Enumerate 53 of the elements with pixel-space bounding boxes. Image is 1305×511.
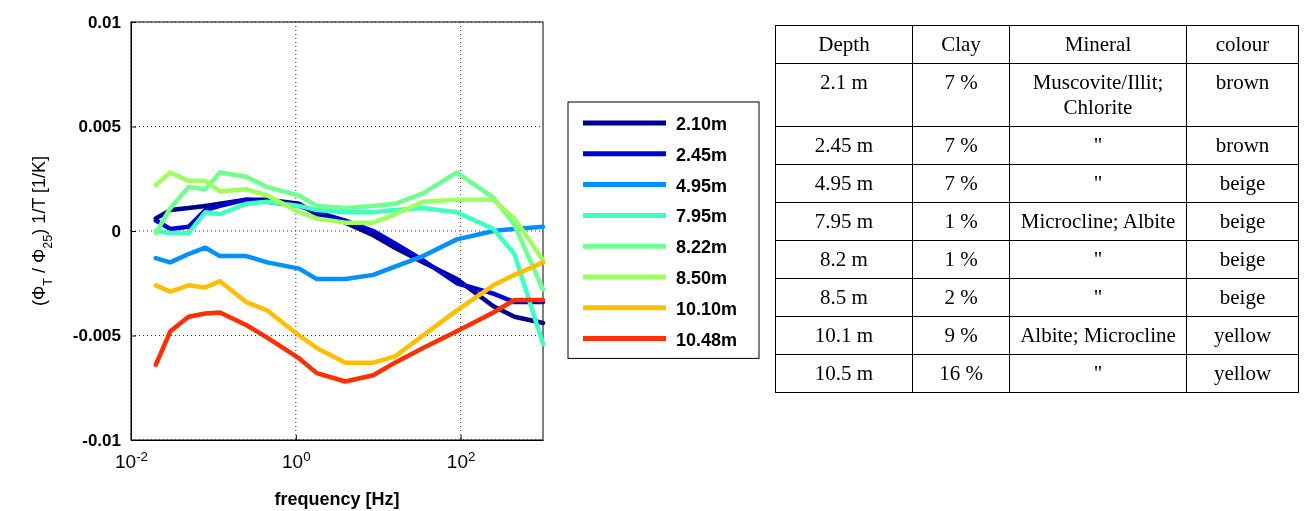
x-tick-label: 10$^{-2}$ — [115, 448, 148, 472]
legend-label: 8.50m — [676, 268, 728, 288]
legend-label: 10.48m — [676, 329, 738, 350]
text: Muscovite/Illit; Chlorite — [1009, 63, 1187, 127]
legend-label: 10.10m — [676, 298, 738, 319]
text: beige — [1186, 164, 1299, 203]
text: 1 % — [912, 240, 1010, 279]
y-tick-label: 0.01 — [87, 12, 121, 32]
legend-label: 8.22m — [676, 237, 728, 258]
x-tick-label: 10$^{2}$ — [446, 448, 476, 472]
text: " — [1009, 240, 1187, 279]
x-tick-label: 10$^{0}$ — [282, 448, 311, 472]
text: beige — [1186, 240, 1299, 279]
text: 16 % — [912, 354, 1010, 393]
text: " — [1009, 126, 1187, 165]
text: 9 % — [912, 316, 1010, 355]
text: " — [1009, 354, 1187, 393]
legend-label: 4.95m — [676, 175, 728, 196]
text: 2.45 m — [775, 126, 913, 165]
legend-label: 7.95m — [676, 206, 728, 227]
category-label: Mineral — [1009, 25, 1187, 64]
legend-label: 2.10m — [676, 114, 728, 134]
text: " — [1009, 164, 1187, 203]
category-label: Depth — [775, 25, 913, 64]
text: beige — [1186, 202, 1299, 241]
text: 7 % — [912, 126, 1010, 165]
category-label: colour — [1186, 25, 1299, 64]
text: 2.1 m — [775, 63, 913, 127]
text: 10.5 m — [775, 354, 913, 393]
text: yellow — [1186, 354, 1299, 393]
text: 2 % — [912, 278, 1010, 317]
text: beige — [1186, 278, 1299, 317]
text: 7.95 m — [775, 202, 913, 241]
category-label: Clay — [912, 25, 1010, 64]
text: Albite; Microcline — [1009, 316, 1187, 355]
legend-label: 2.45m — [676, 144, 728, 165]
y-tick-label: -0.01 — [82, 430, 121, 450]
text: brown — [1186, 63, 1299, 127]
x-axis-title: frequency [Hz] — [274, 489, 400, 509]
text: 10.1 m — [775, 316, 913, 355]
text: Microcline; Albite — [1009, 202, 1187, 241]
y-tick-label: 0 — [111, 221, 121, 241]
text: 7 % — [912, 164, 1010, 203]
text: yellow — [1186, 316, 1299, 355]
text: 7 % — [912, 63, 1010, 127]
y-tick-label: 0.005 — [78, 117, 121, 137]
text: 1 % — [912, 202, 1010, 241]
text: 8.5 m — [775, 278, 913, 317]
text: " — [1009, 278, 1187, 317]
text: brown — [1186, 126, 1299, 165]
text: 8.2 m — [775, 240, 913, 279]
text: 4.95 m — [775, 164, 913, 203]
y-tick-label: -0.005 — [72, 326, 121, 346]
